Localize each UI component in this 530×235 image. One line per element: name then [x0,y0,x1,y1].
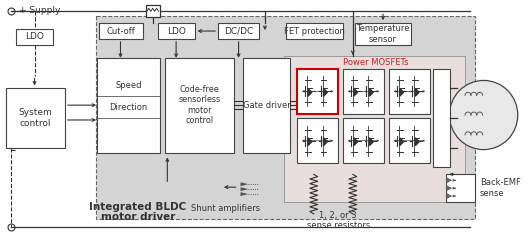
Bar [146,5,160,17]
Polygon shape [308,138,312,146]
Bar [218,23,259,39]
Text: LDO: LDO [166,27,185,35]
Polygon shape [323,138,328,146]
Bar [16,29,53,45]
Text: Code-free
sensorless
motor
control: Code-free sensorless motor control [179,85,220,125]
Text: Integrated BLDC: Integrated BLDC [90,202,187,212]
Bar [297,69,338,114]
Polygon shape [416,88,419,96]
Text: LDO: LDO [25,32,44,41]
Bar [389,118,430,164]
Text: Direction: Direction [109,103,147,112]
Polygon shape [416,138,419,146]
Polygon shape [446,185,453,191]
Circle shape [449,80,518,150]
Bar [6,88,65,148]
Polygon shape [369,138,373,146]
Polygon shape [400,138,403,146]
Bar [97,58,161,153]
Text: 1, 2, or 3
sense resistors: 1, 2, or 3 sense resistors [306,211,370,231]
Polygon shape [354,88,358,96]
Polygon shape [241,187,249,191]
Polygon shape [241,182,249,186]
Text: + Supply: + Supply [19,6,60,15]
Bar [446,174,475,202]
Text: Cut-off: Cut-off [106,27,135,35]
Polygon shape [354,138,358,146]
Polygon shape [323,88,328,96]
Polygon shape [308,88,312,96]
Bar [286,23,343,39]
Bar [243,58,290,153]
Text: Gate driver: Gate driver [243,101,291,110]
Bar [343,69,384,114]
Bar [343,118,384,164]
Bar [389,69,430,114]
Text: Speed: Speed [115,81,142,90]
Text: System
control: System control [19,108,52,128]
Bar [165,58,234,153]
Bar [355,23,411,45]
Bar [99,23,143,39]
Text: Shunt amplifiers: Shunt amplifiers [191,204,260,213]
Polygon shape [446,177,453,183]
Polygon shape [446,193,453,199]
Polygon shape [241,192,249,196]
Bar [433,69,450,167]
Text: Back-EMF
sense: Back-EMF sense [480,178,520,198]
Polygon shape [369,88,373,96]
Text: FET protection: FET protection [284,27,345,35]
Text: Power MOSFETs: Power MOSFETs [343,58,409,67]
Bar [96,16,475,219]
Text: Temperature
sensor: Temperature sensor [356,24,410,44]
Text: -: - [17,222,21,232]
Polygon shape [400,88,403,96]
Text: DC/DC: DC/DC [224,27,253,35]
Bar [157,23,195,39]
Bar [297,118,338,164]
Text: motor driver: motor driver [101,212,175,222]
Bar [285,56,465,202]
